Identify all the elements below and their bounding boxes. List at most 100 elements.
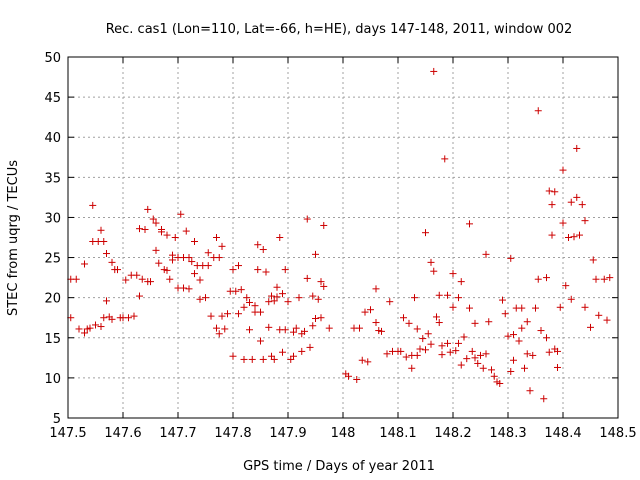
data-point xyxy=(372,319,380,327)
data-point xyxy=(413,351,421,359)
x-tick-label: 148 xyxy=(331,426,356,441)
data-point xyxy=(166,275,174,283)
data-point xyxy=(320,282,328,290)
data-point xyxy=(545,187,553,195)
data-point xyxy=(548,231,556,239)
data-point xyxy=(191,238,198,246)
data-point xyxy=(312,315,319,323)
data-point xyxy=(251,302,259,310)
data-point xyxy=(589,256,597,264)
data-point xyxy=(273,293,281,301)
data-point xyxy=(232,287,240,295)
data-point xyxy=(136,292,143,300)
data-point xyxy=(606,274,614,282)
data-point xyxy=(422,229,429,237)
data-point xyxy=(303,215,311,223)
data-point xyxy=(185,254,193,262)
data-point xyxy=(108,258,116,266)
data-point xyxy=(303,274,311,282)
data-point xyxy=(270,297,278,305)
data-point xyxy=(471,354,479,362)
data-point xyxy=(543,334,550,342)
data-point xyxy=(169,251,176,259)
data-point xyxy=(364,358,372,366)
data-point xyxy=(449,270,457,278)
data-point xyxy=(466,220,473,228)
data-point xyxy=(595,311,603,319)
data-point xyxy=(551,188,559,196)
data-point xyxy=(317,314,325,322)
data-point xyxy=(114,266,121,274)
data-point xyxy=(532,304,539,312)
data-point xyxy=(573,193,581,201)
x-tick-label: 147.7 xyxy=(159,426,196,441)
data-point xyxy=(229,266,237,274)
data-point xyxy=(75,325,83,333)
data-point xyxy=(471,319,479,327)
data-point xyxy=(246,326,253,334)
data-point xyxy=(141,225,149,233)
data-point xyxy=(424,330,432,338)
y-tick-label: 15 xyxy=(44,332,61,347)
data-point xyxy=(405,319,413,327)
data-point xyxy=(562,282,570,290)
y-tick-label: 35 xyxy=(44,171,61,186)
data-point xyxy=(279,348,286,356)
data-point xyxy=(191,270,198,278)
data-point xyxy=(523,350,531,358)
data-point xyxy=(320,221,328,229)
data-point xyxy=(196,295,204,303)
data-point xyxy=(457,278,465,286)
data-point xyxy=(89,201,97,209)
data-point xyxy=(281,266,289,274)
data-point xyxy=(422,346,429,354)
data-point xyxy=(204,249,212,257)
data-point xyxy=(158,228,165,236)
data-point xyxy=(240,355,248,363)
data-point xyxy=(152,219,160,227)
data-point xyxy=(72,275,80,283)
data-point xyxy=(408,364,416,372)
data-point xyxy=(188,258,196,266)
data-point xyxy=(81,329,88,337)
data-point xyxy=(108,315,116,323)
x-tick-label: 148.5 xyxy=(599,426,636,441)
x-tick-label: 148.4 xyxy=(544,426,581,441)
data-point xyxy=(229,352,237,360)
data-point xyxy=(367,306,374,314)
data-point xyxy=(576,231,583,239)
data-point xyxy=(482,250,490,258)
data-point xyxy=(284,298,292,306)
data-point xyxy=(314,295,322,303)
data-point xyxy=(545,348,553,356)
data-point xyxy=(592,275,600,283)
data-point xyxy=(477,351,484,359)
data-point xyxy=(496,380,504,388)
y-tick-label: 30 xyxy=(44,211,61,226)
data-point xyxy=(413,325,421,333)
data-point xyxy=(265,298,273,306)
data-point xyxy=(468,347,476,355)
data-point xyxy=(130,312,138,320)
data-point xyxy=(386,298,394,306)
data-point xyxy=(499,296,506,304)
x-axis-label: GPS time / Days of year 2011 xyxy=(243,459,435,474)
data-point xyxy=(510,356,517,364)
data-point xyxy=(446,348,454,356)
data-point xyxy=(149,215,157,223)
data-point xyxy=(427,258,435,266)
data-point xyxy=(518,304,526,312)
data-point xyxy=(180,284,187,292)
data-point xyxy=(182,227,190,235)
data-point xyxy=(435,291,443,299)
y-tick-label: 50 xyxy=(44,51,61,66)
data-point xyxy=(306,343,314,351)
data-point xyxy=(254,266,262,274)
data-point xyxy=(460,333,468,341)
y-tick-label: 10 xyxy=(44,372,61,387)
data-point xyxy=(455,294,462,302)
x-tick-label: 147.5 xyxy=(49,426,86,441)
data-point xyxy=(449,303,457,311)
data-point xyxy=(259,246,267,254)
